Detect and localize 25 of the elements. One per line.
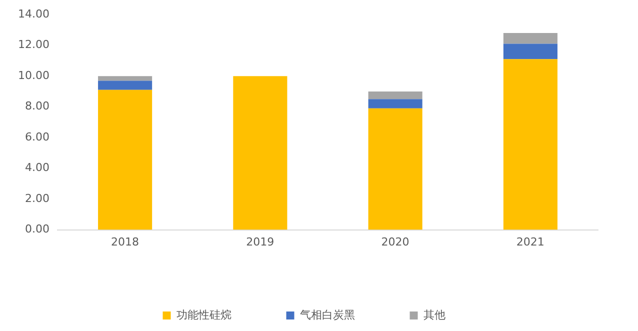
x-tick-label: 2020 — [381, 235, 410, 248]
bar — [233, 76, 288, 230]
y-tick-label: 0.00 — [24, 222, 50, 236]
y-tick-label: 14.00 — [18, 7, 50, 20]
bar — [368, 91, 422, 100]
bar — [368, 99, 422, 108]
y-tick-label: 4.00 — [24, 161, 50, 174]
bar — [98, 76, 152, 81]
legend-label: 功能性硅烷 — [176, 308, 232, 322]
bar — [368, 108, 422, 230]
legend-label: 其他 — [423, 308, 446, 322]
x-tick-label: 2021 — [516, 235, 544, 248]
y-tick-label: 6.00 — [24, 130, 50, 144]
bar — [503, 59, 558, 230]
legend-label: 气相白炭黑 — [300, 308, 355, 322]
x-tick-label: 2019 — [246, 235, 274, 248]
y-tick-label: 12.00 — [18, 38, 50, 52]
x-tick-label: 2018 — [111, 235, 140, 248]
y-tick-label: 10.00 — [18, 68, 50, 82]
bar — [98, 80, 152, 90]
y-tick-label: 2.00 — [24, 192, 50, 205]
bar — [503, 33, 558, 44]
bar — [503, 44, 558, 60]
bar — [98, 90, 152, 230]
y-tick-label: 8.00 — [24, 100, 50, 113]
